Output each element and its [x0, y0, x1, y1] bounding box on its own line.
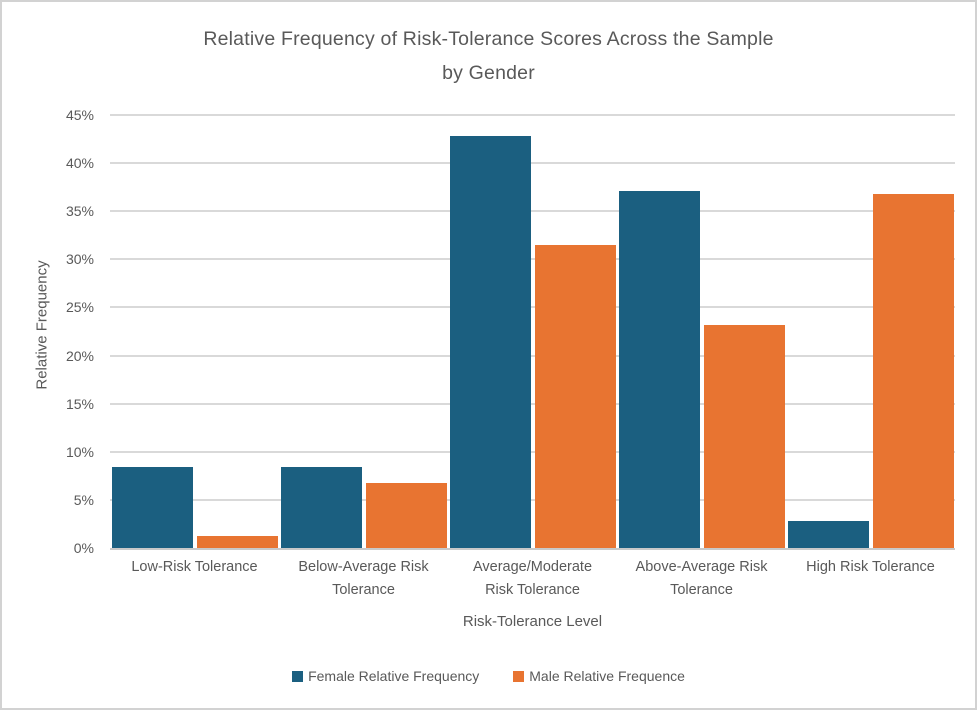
x-category-label-line: Average/Moderate — [472, 559, 593, 575]
x-category-label-line: Above-Average Risk — [635, 559, 768, 575]
bar-group-2 — [279, 115, 448, 548]
chart-title-line-2: by Gender — [442, 62, 535, 84]
y-gridline-5pct — [110, 498, 955, 501]
y-gridline-25pct — [110, 306, 955, 309]
y-gridline-35pct — [110, 210, 955, 213]
x-category-label-3: Average/Moderate Risk Tolerance — [448, 556, 617, 602]
x-axis-title: Risk-Tolerance Level — [462, 613, 603, 630]
chart-legend: Female Relative Frequency Male Relative F… — [2, 668, 975, 684]
bar-male-average-moderate-risk-tolerance — [534, 244, 616, 548]
y-tick-label-30pct: 30% — [65, 251, 94, 268]
x-category-label-line: Risk Tolerance — [485, 582, 580, 598]
y-tick-label-25pct: 25% — [65, 299, 94, 316]
x-category-label-5: High Risk Tolerance — [786, 556, 955, 602]
bar-male-low-risk-tolerance — [196, 536, 278, 548]
x-category-label-1: Low-Risk Tolerance — [110, 556, 279, 602]
y-tick-label-40pct: 40% — [65, 155, 94, 172]
bar-group-4 — [617, 115, 786, 548]
legend-label-male: Male Relative Frequence — [529, 668, 685, 684]
legend-item-female: Female Relative Frequency — [292, 668, 479, 684]
x-category-label-line: Low-Risk Tolerance — [131, 559, 258, 575]
y-tick-label-0pct: 0% — [73, 540, 94, 556]
y-tick-label-20pct: 20% — [65, 347, 94, 364]
x-category-label-line: Below-Average Risk — [298, 559, 429, 575]
y-gridline-40pct — [110, 162, 955, 165]
bar-male-high-risk-tolerance — [872, 193, 954, 548]
y-gridline-45pct — [110, 114, 955, 116]
legend-item-male: Male Relative Frequence — [513, 668, 685, 684]
bar-female-high-risk-tolerance — [787, 521, 869, 548]
x-category-label-2: Below-Average Risk Tolerance — [279, 556, 448, 602]
bar-female-above-average-risk-tolerance — [618, 191, 700, 548]
y-gridline-10pct — [110, 450, 955, 453]
bar-male-below-average-risk-tolerance — [365, 482, 447, 548]
y-axis-title: Relative Frequency — [33, 260, 51, 390]
y-tick-label-10pct: 10% — [65, 443, 94, 460]
y-gridline-20pct — [110, 354, 955, 357]
y-tick-label-5pct: 5% — [73, 491, 94, 508]
bar-groups — [110, 115, 955, 548]
x-category-label-line: Tolerance — [332, 582, 395, 598]
y-tick-label-45pct: 45% — [65, 107, 94, 123]
y-tick-label-35pct: 35% — [65, 203, 94, 220]
bar-female-average-moderate-risk-tolerance — [449, 136, 531, 548]
plot-area — [110, 114, 955, 550]
chart-title: Relative Frequency of Risk-Tolerance Sco… — [2, 22, 975, 90]
y-gridline-30pct — [110, 258, 955, 261]
x-axis-category-labels: Low-Risk Tolerance Below-Average Risk Tole… — [110, 556, 955, 602]
bar-male-above-average-risk-tolerance — [703, 324, 785, 548]
bar-group-5 — [786, 115, 955, 548]
y-tick-label-15pct: 15% — [65, 395, 94, 412]
legend-label-female: Female Relative Frequency — [308, 668, 480, 684]
bar-group-3 — [448, 115, 617, 548]
x-category-label-4: Above-Average Risk Tolerance — [617, 556, 786, 602]
bar-female-below-average-risk-tolerance — [280, 467, 362, 548]
legend-swatch-female-icon — [292, 670, 304, 682]
chart-title-line-1: Relative Frequency of Risk-Tolerance Sco… — [203, 28, 774, 50]
x-category-label-line: High Risk Tolerance — [806, 559, 935, 575]
y-gridline-15pct — [110, 402, 955, 405]
legend-swatch-male-icon — [513, 670, 525, 682]
bar-group-1 — [110, 115, 279, 548]
bar-female-low-risk-tolerance — [111, 467, 193, 548]
x-category-label-line: Tolerance — [670, 582, 733, 598]
